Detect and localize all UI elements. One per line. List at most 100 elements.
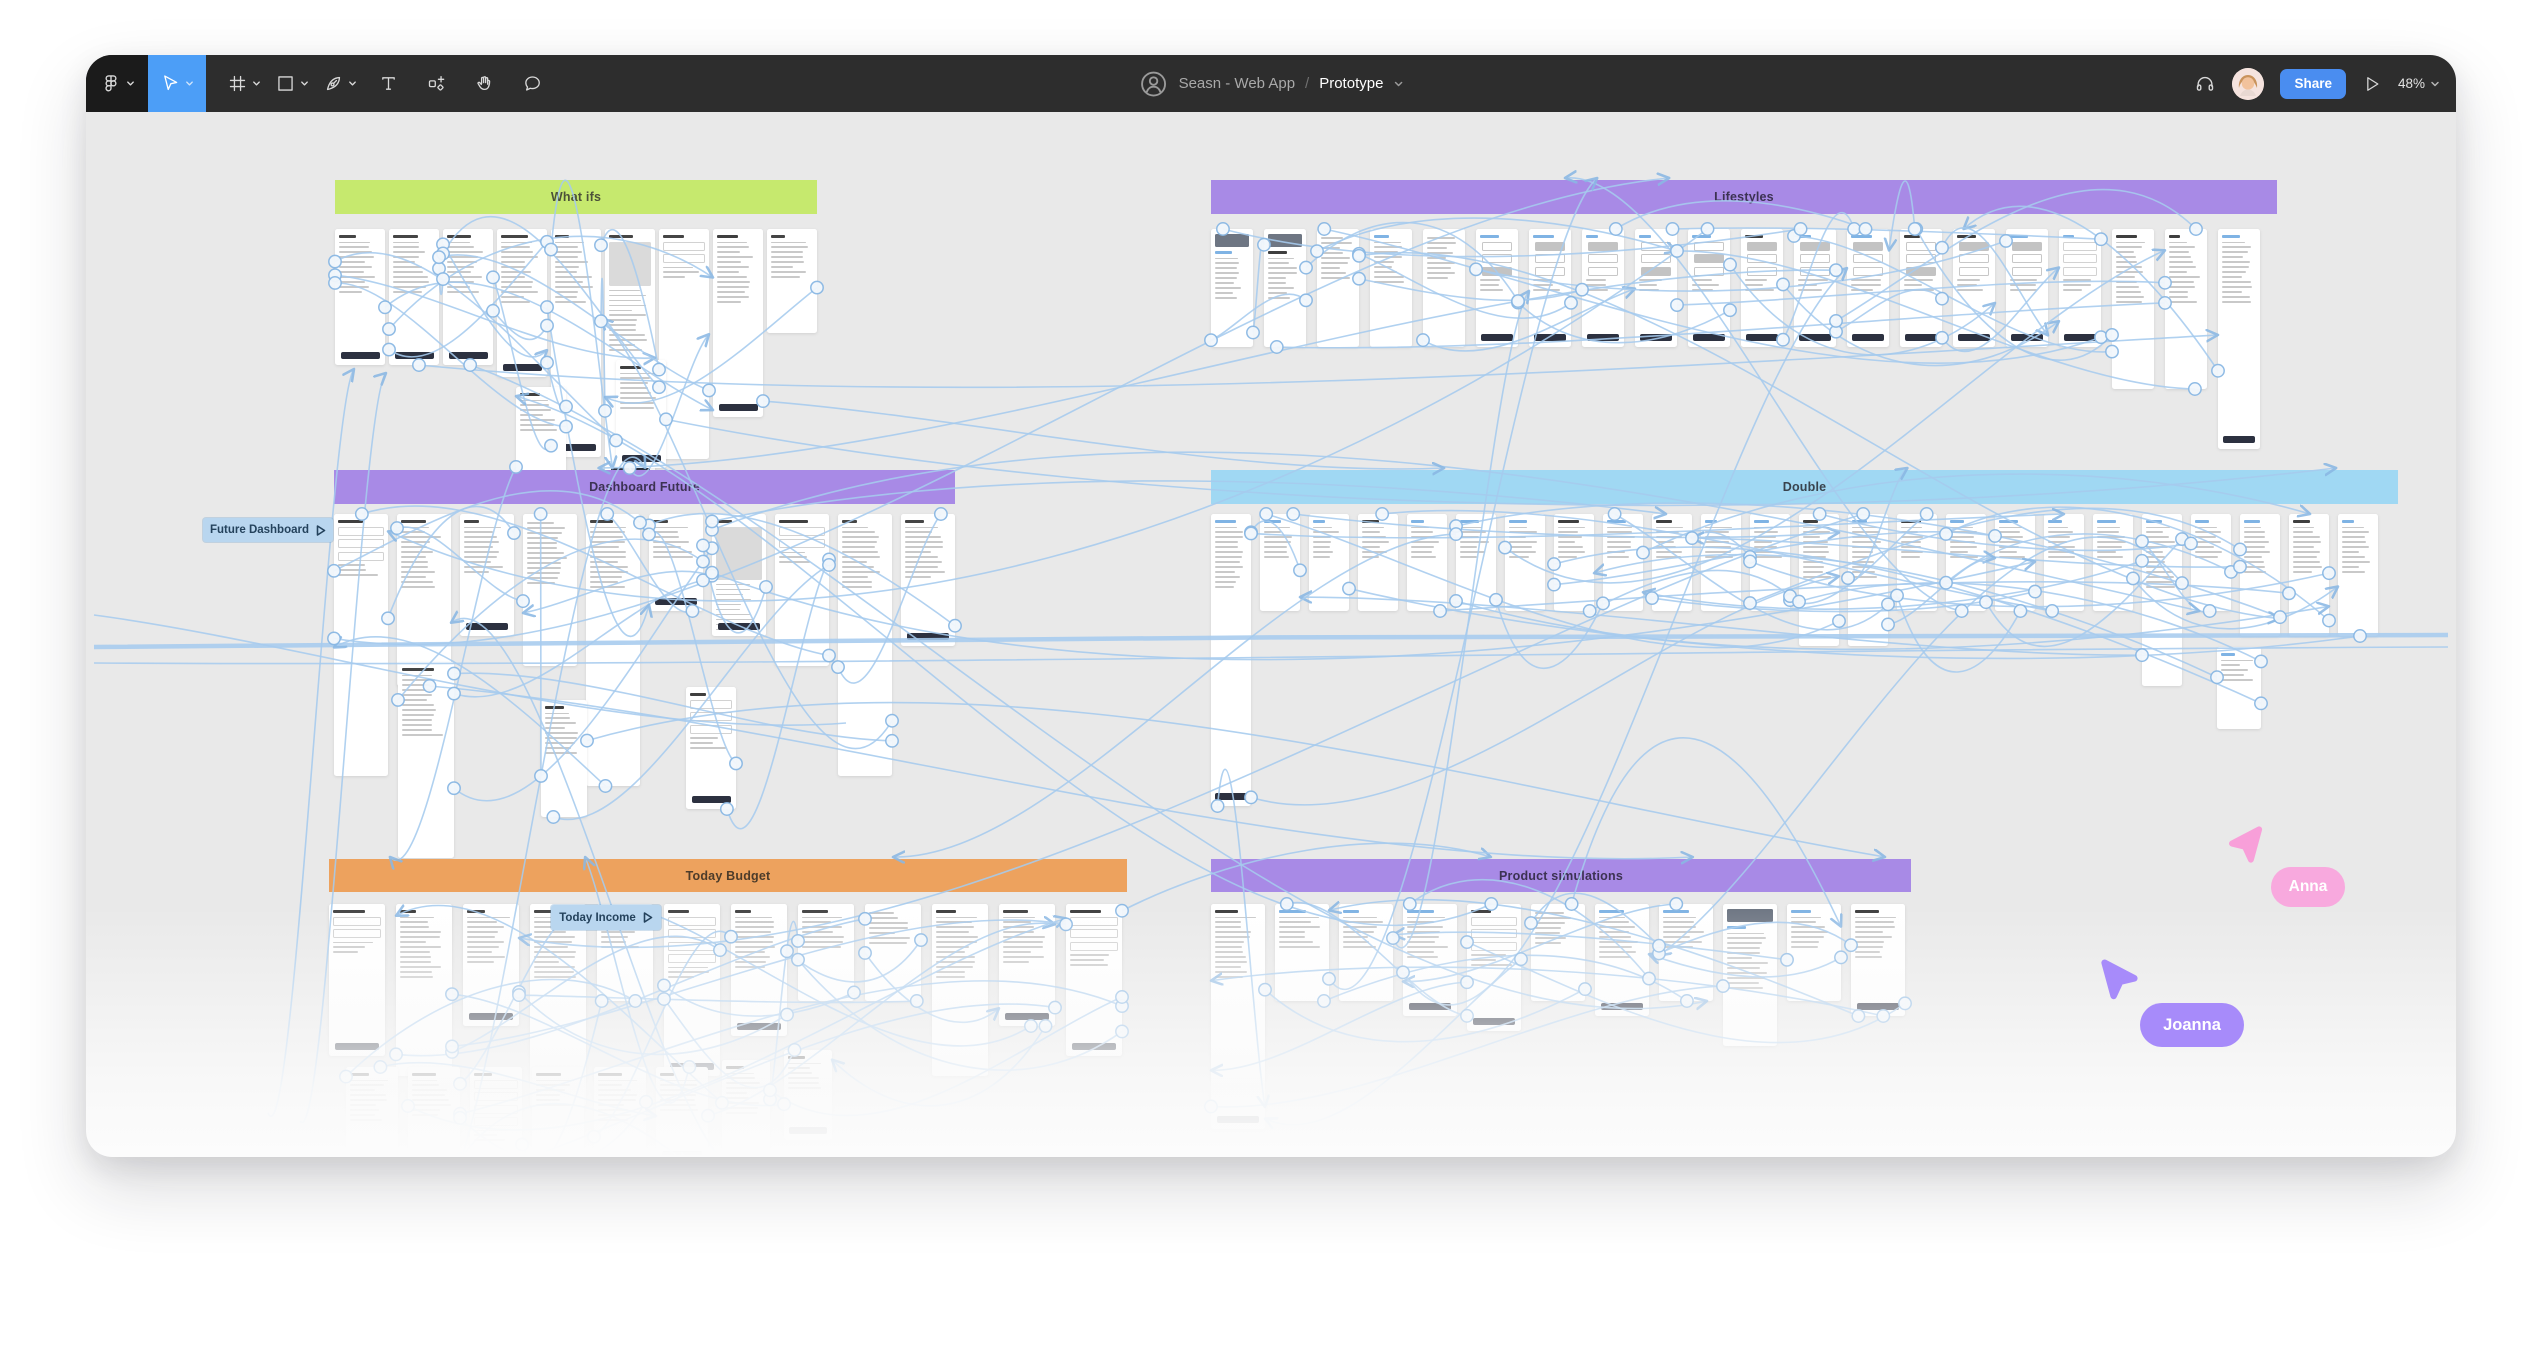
wireframe-card[interactable] xyxy=(2240,514,2280,636)
wireframe-card[interactable] xyxy=(334,514,388,776)
wireframe-card[interactable] xyxy=(999,904,1055,1026)
wireframe-card[interactable] xyxy=(1476,229,1518,347)
wireframe-card[interactable] xyxy=(1595,904,1649,1016)
wireframe-card[interactable] xyxy=(664,904,720,1076)
wireframe-card[interactable] xyxy=(1688,229,1730,347)
wireframe-card[interactable] xyxy=(1505,514,1545,611)
wireframe-card[interactable] xyxy=(1603,514,1643,611)
shape-tool-button[interactable] xyxy=(268,55,316,112)
wireframe-card[interactable] xyxy=(463,904,519,1026)
wireframe-card[interactable] xyxy=(1750,514,1790,611)
wireframe-card[interactable] xyxy=(389,229,439,365)
wireframe-card[interactable] xyxy=(1848,514,1888,646)
wireframe-card[interactable] xyxy=(1211,904,1265,1129)
wireframe-card[interactable] xyxy=(649,514,703,611)
wireframe-card[interactable] xyxy=(616,360,666,468)
wireframe-card[interactable] xyxy=(1851,904,1905,1016)
wireframe-card[interactable] xyxy=(2142,514,2182,686)
wireframe-card[interactable] xyxy=(497,229,547,377)
wireframe-card[interactable] xyxy=(1787,904,1841,1001)
move-tool-button[interactable] xyxy=(148,55,206,112)
wireframe-card[interactable] xyxy=(1723,904,1777,1046)
page-name[interactable]: Prototype xyxy=(1319,75,1384,92)
wireframe-card[interactable] xyxy=(784,1050,832,1140)
wireframe-card[interactable] xyxy=(901,514,955,646)
wireframe-card[interactable] xyxy=(713,229,763,417)
wireframe-card[interactable] xyxy=(1659,904,1713,1001)
wireframe-card[interactable] xyxy=(1701,514,1741,611)
wireframe-card[interactable] xyxy=(1794,229,1836,347)
main-menu-button[interactable] xyxy=(86,55,148,112)
wireframe-card[interactable] xyxy=(2191,514,2231,611)
wireframe-card[interactable] xyxy=(1066,904,1122,1056)
hand-tool-button[interactable] xyxy=(460,55,508,112)
wireframe-card[interactable] xyxy=(798,904,854,1001)
wireframe-card[interactable] xyxy=(838,514,892,776)
wireframe-card[interactable] xyxy=(541,700,587,817)
wireframe-card[interactable] xyxy=(1635,229,1677,347)
wireframe-card[interactable] xyxy=(1309,514,1349,611)
wireframe-card[interactable] xyxy=(1403,904,1457,1016)
wireframe-card[interactable] xyxy=(1847,229,1889,347)
wireframe-card[interactable] xyxy=(1799,514,1839,646)
wireframe-card[interactable] xyxy=(686,687,736,809)
wireframe-card[interactable] xyxy=(1456,514,1496,611)
wireframe-card[interactable] xyxy=(775,514,829,666)
share-button[interactable]: Share xyxy=(2280,68,2346,99)
wireframe-card[interactable] xyxy=(1423,229,1465,347)
section-header-lifestyles[interactable]: Lifestyles xyxy=(1211,180,2277,214)
section-header-dashboard-future[interactable]: Dashboard Future xyxy=(334,470,955,504)
frame-tool-button[interactable] xyxy=(220,55,268,112)
flow-label-future-dashboard[interactable]: Future Dashboard xyxy=(203,518,333,542)
resources-tool-button[interactable] xyxy=(412,55,460,112)
wireframe-card[interactable] xyxy=(932,904,988,1076)
wireframe-card[interactable] xyxy=(1531,904,1585,1001)
wireframe-card[interactable] xyxy=(1467,904,1521,1031)
wireframe-card[interactable] xyxy=(532,1067,584,1157)
wireframe-card[interactable] xyxy=(1370,229,1412,347)
wireframe-card[interactable] xyxy=(1900,229,1942,347)
wireframe-card[interactable] xyxy=(2044,514,2084,611)
wireframe-card[interactable] xyxy=(523,514,577,666)
wireframe-card[interactable] xyxy=(470,1067,522,1157)
section-header-double[interactable]: Double xyxy=(1211,470,2398,504)
wireframe-card[interactable] xyxy=(722,1060,770,1157)
wireframe-card[interactable] xyxy=(767,229,817,333)
wireframe-card[interactable] xyxy=(346,1067,398,1157)
breadcrumb[interactable]: Seasn - Web App / Prototype xyxy=(1139,55,1404,112)
wireframe-card[interactable] xyxy=(712,514,766,636)
wireframe-card[interactable] xyxy=(1358,514,1398,611)
wireframe-card[interactable] xyxy=(1582,229,1624,347)
wireframe-card[interactable] xyxy=(329,904,385,1056)
prototype-canvas[interactable]: What ifs Lifestyles Dashboard Future Dou… xyxy=(86,55,2456,1157)
wireframe-card[interactable] xyxy=(1211,514,1251,806)
section-header-what-ifs[interactable]: What ifs xyxy=(335,180,817,214)
wireframe-card[interactable] xyxy=(1652,514,1692,611)
wireframe-card[interactable] xyxy=(2112,229,2154,389)
wireframe-card[interactable] xyxy=(659,229,709,459)
wireframe-card[interactable] xyxy=(443,229,493,365)
flow-label-today-income[interactable]: Today Income xyxy=(551,905,661,930)
wireframe-card[interactable] xyxy=(1946,514,1986,611)
wireframe-card[interactable] xyxy=(2059,229,2101,347)
wireframe-card[interactable] xyxy=(656,1067,708,1157)
wireframe-card[interactable] xyxy=(335,229,385,365)
wireframe-card[interactable] xyxy=(1995,514,2035,611)
zoom-control[interactable]: 48% xyxy=(2398,76,2440,91)
wireframe-card[interactable] xyxy=(460,514,514,636)
comment-tool-button[interactable] xyxy=(508,55,556,112)
wireframe-card[interactable] xyxy=(1317,229,1359,347)
wireframe-card[interactable] xyxy=(731,904,787,1036)
wireframe-card[interactable] xyxy=(1264,229,1306,347)
wireframe-card[interactable] xyxy=(2289,514,2329,636)
headphones-icon[interactable] xyxy=(2194,73,2216,95)
wireframe-card[interactable] xyxy=(1211,229,1253,347)
wireframe-card[interactable] xyxy=(2218,229,2260,449)
text-tool-button[interactable] xyxy=(364,55,412,112)
user-avatar[interactable] xyxy=(2232,67,2265,100)
wireframe-card[interactable] xyxy=(1339,904,1393,1001)
wireframe-card[interactable] xyxy=(1275,904,1329,1001)
wireframe-card[interactable] xyxy=(2165,229,2207,389)
wireframe-card[interactable] xyxy=(1741,229,1783,347)
wireframe-card[interactable] xyxy=(1260,514,1300,611)
